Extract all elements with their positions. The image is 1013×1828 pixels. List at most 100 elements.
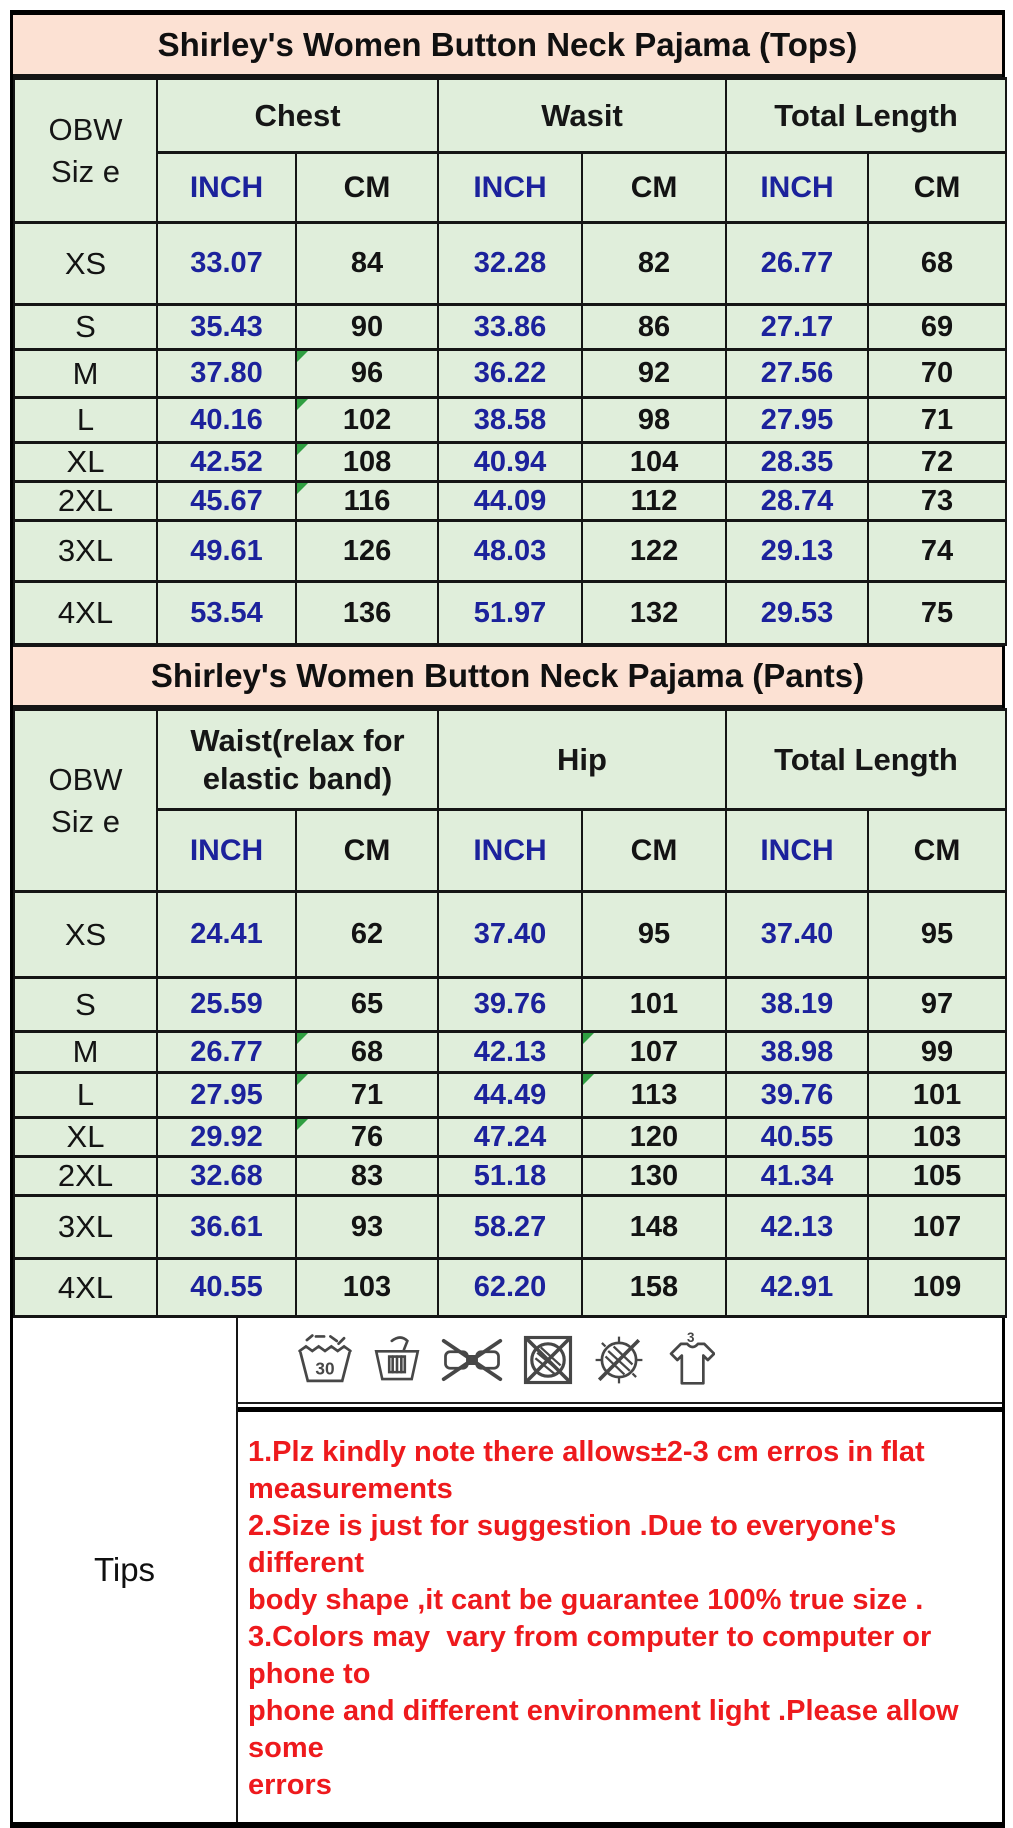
cm-value-cell: 102 — [294, 396, 440, 444]
inch-value-cell: 53.54 — [156, 580, 297, 646]
table-row: XL 29.92 76 47.24 120 40.55 103 — [13, 1116, 1008, 1158]
cm-value-cell: 71 — [295, 1071, 439, 1119]
note-line: phone and different environment light .P… — [248, 1695, 967, 1764]
care-icons-row: 30 — [238, 1318, 1002, 1404]
cm-value-cell: 101 — [581, 976, 727, 1033]
size-chart-board: Shirley's Women Button Neck Pajama (Tops… — [10, 10, 1008, 1828]
tops-title: Shirley's Women Button Neck Pajama (Tops… — [13, 15, 1002, 77]
size-label-cell: 4XL — [13, 580, 158, 646]
cm-value-cell: 109 — [866, 1257, 1008, 1318]
inch-value-cell: 28.74 — [725, 480, 870, 522]
measure-group-header: Wasit — [437, 77, 728, 154]
cm-value-cell: 113 — [581, 1071, 727, 1119]
cm-value-cell: 126 — [294, 519, 440, 583]
table-row: M 26.77 68 42.13 107 38.98 99 — [13, 1030, 1008, 1074]
cm-value-cell: 95 — [581, 890, 727, 979]
size-header-line: Siz e — [51, 153, 120, 189]
cm-value-cell: 74 — [867, 519, 1008, 583]
pants-table-body: XS 24.41 62 37.40 95 37.40 95 S 25.59 65 39.76 101 3… — [13, 890, 1008, 1318]
cm-value-cell: 76 — [295, 1116, 439, 1158]
size-label-cell: M — [13, 1030, 158, 1074]
tops-size-table: OBW Siz e Chest Wasit Total Length INCH CM INCH… — [13, 77, 1008, 646]
cm-value-cell: 68 — [867, 221, 1008, 306]
group-header-line: Hip — [557, 741, 607, 777]
cm-value-cell: 107 — [866, 1194, 1008, 1260]
note-line: body shape ,it cant be guarantee 100% tr… — [248, 1584, 924, 1616]
inch-unit-header: INCH — [437, 151, 584, 224]
size-label-cell: 3XL — [13, 1194, 158, 1260]
size-label-cell: L — [13, 1071, 158, 1119]
comment-marker — [297, 1033, 308, 1044]
inch-value-cell: 51.97 — [437, 580, 584, 646]
inch-unit-header: INCH — [725, 151, 870, 224]
comment-marker — [297, 1074, 308, 1085]
group-header-row: OBW Siz e Waist(relax for elastic band) Hip T… — [13, 708, 1008, 893]
inch-value-cell: 44.09 — [437, 480, 584, 522]
comment-marker — [583, 1033, 594, 1044]
inch-value-cell: 40.16 — [156, 396, 297, 444]
cm-value-cell: 82 — [581, 221, 728, 306]
inch-value-cell: 40.94 — [437, 441, 584, 483]
cm-value-cell: 103 — [866, 1116, 1008, 1158]
cm-value-cell: 69 — [867, 303, 1008, 351]
inch-value-cell: 27.56 — [725, 348, 870, 399]
cm-value-cell: 75 — [867, 580, 1008, 646]
inch-value-cell: 29.92 — [156, 1116, 297, 1158]
inch-unit-header: INCH — [156, 151, 297, 224]
inch-value-cell: 62.20 — [437, 1257, 583, 1318]
table-row: L 40.16 102 38.58 98 27.95 71 — [13, 396, 1008, 444]
cm-value-cell: 98 — [581, 396, 728, 444]
inch-value-cell: 49.61 — [156, 519, 297, 583]
cm-value-cell: 104 — [581, 441, 728, 483]
cm-value-cell: 112 — [581, 480, 728, 522]
do-not-tumble-dry-icon — [523, 1335, 573, 1385]
tips-label: Tips — [13, 1318, 238, 1822]
measure-group-header: Total Length — [724, 708, 1008, 811]
cm-value-cell: 83 — [295, 1155, 439, 1197]
inch-unit-header: INCH — [437, 808, 583, 893]
cm-value-cell: 72 — [867, 441, 1008, 483]
inch-value-cell: 28.35 — [725, 441, 870, 483]
cm-value-cell: 148 — [581, 1194, 727, 1260]
inch-value-cell: 44.49 — [437, 1071, 583, 1119]
pants-size-table: OBW Siz e Waist(relax for elastic band) Hip T… — [13, 708, 1008, 1318]
cm-value-cell: 73 — [867, 480, 1008, 522]
table-row: 3XL 36.61 93 58.27 148 42.13 107 — [13, 1194, 1008, 1260]
inch-value-cell: 41.34 — [725, 1155, 869, 1197]
cm-value-cell: 90 — [294, 303, 440, 351]
table-row: XS 33.07 84 32.28 82 26.77 68 — [13, 221, 1008, 306]
inch-value-cell: 37.40 — [437, 890, 583, 979]
inch-value-cell: 39.76 — [725, 1071, 869, 1119]
cm-value-cell: 99 — [866, 1030, 1008, 1074]
size-label-cell: 3XL — [13, 519, 158, 583]
table-row: 4XL 53.54 136 51.97 132 29.53 75 — [13, 580, 1008, 646]
inch-value-cell: 40.55 — [156, 1257, 297, 1318]
inch-value-cell: 38.19 — [725, 976, 869, 1033]
group-header-row: OBW Siz e Chest Wasit Total Length — [13, 77, 1008, 224]
size-label-cell: 2XL — [13, 1155, 158, 1197]
size-column-header: OBW Siz e — [13, 708, 158, 893]
svg-text:30: 30 — [315, 1359, 334, 1379]
cm-value-cell: 105 — [866, 1155, 1008, 1197]
inch-value-cell: 29.53 — [725, 580, 870, 646]
comment-marker — [297, 483, 308, 494]
size-label-cell: XS — [13, 890, 158, 979]
group-header-line: Total Length — [774, 741, 958, 777]
cm-value-cell: 65 — [295, 976, 439, 1033]
cm-unit-header: CM — [867, 151, 1008, 224]
table-row: 4XL 40.55 103 62.20 158 42.91 109 — [13, 1257, 1008, 1318]
inch-value-cell: 24.41 — [156, 890, 297, 979]
tops-table-body: XS 33.07 84 32.28 82 26.77 68 S 35.43 90 33.86 86 27… — [13, 221, 1008, 646]
size-label-cell: M — [13, 348, 158, 399]
table-row: S 35.43 90 33.86 86 27.17 69 — [13, 303, 1008, 351]
tips-section: Tips 30 — [13, 1318, 1002, 1822]
inch-value-cell: 47.24 — [437, 1116, 583, 1158]
cm-value-cell: 84 — [294, 221, 440, 306]
group-header-line: Wasit — [541, 97, 623, 133]
cm-unit-header: CM — [581, 151, 728, 224]
measure-group-header: Chest — [155, 77, 440, 154]
measure-group-header: Hip — [437, 708, 727, 811]
size-label-cell: XS — [13, 221, 158, 306]
table-row: L 27.95 71 44.49 113 39.76 101 — [13, 1071, 1008, 1119]
